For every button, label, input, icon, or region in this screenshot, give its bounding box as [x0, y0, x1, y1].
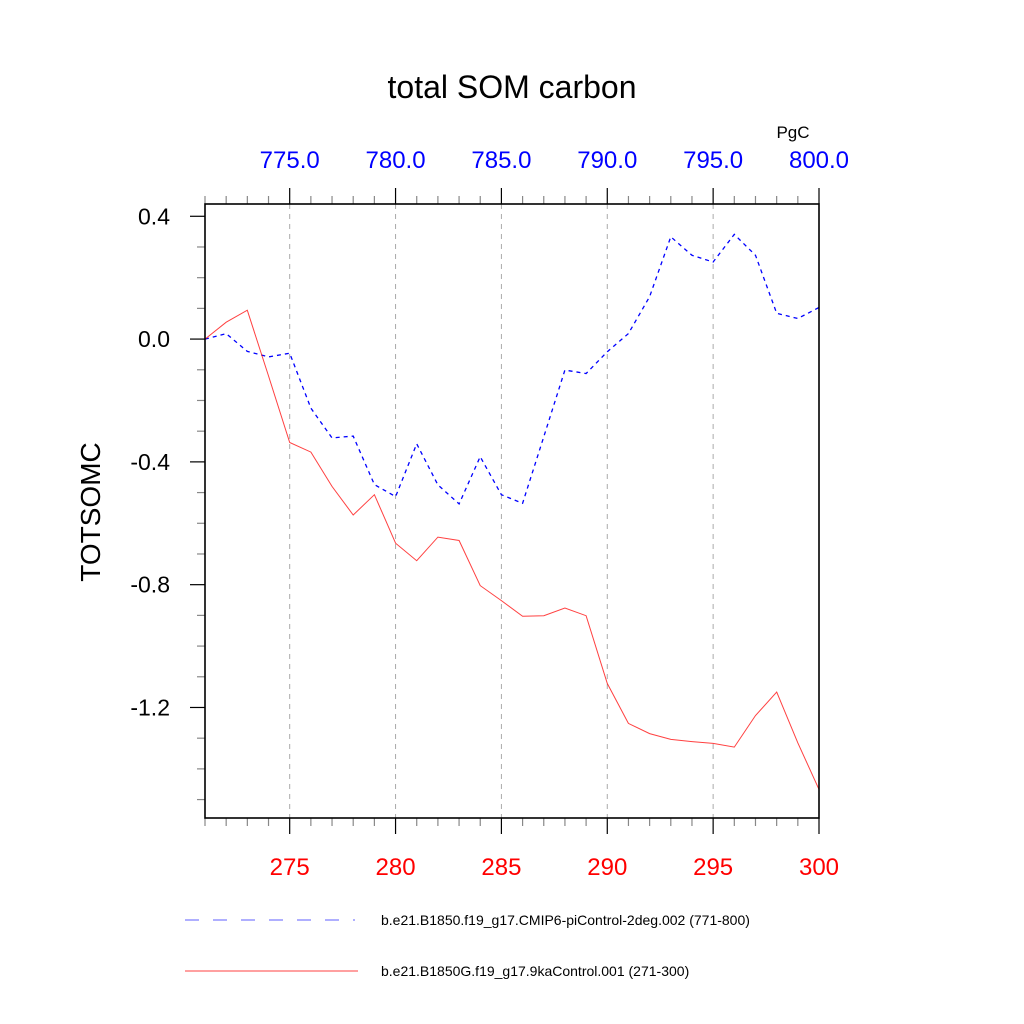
x-top-tick-label: 775.0 [260, 147, 320, 174]
x-top-tick-label: 790.0 [577, 147, 637, 174]
y-axis-label: TOTSOMC [75, 442, 106, 581]
tick-labels: 0.4 0.0 -0.4 -0.8 -1.2 275 280 285 290 295 300 775.… [130, 147, 849, 881]
x-top-tick-label: 795.0 [683, 147, 743, 174]
y-tick-label: -1.2 [130, 694, 170, 720]
x-bottom-tick-label: 275 [270, 854, 310, 881]
x-top-tick-label: 785.0 [471, 147, 531, 174]
x-bottom-tick-label: 300 [799, 854, 839, 881]
x-bottom-tick-label: 295 [693, 854, 733, 881]
chart-title: total SOM carbon [388, 69, 637, 105]
y-tick-label: 0.4 [138, 203, 170, 229]
grid-lines [289, 204, 714, 818]
y-tick-label: -0.8 [130, 572, 170, 598]
x-bottom-tick-label: 285 [481, 854, 521, 881]
y-tick-label: 0.0 [138, 326, 170, 352]
units-label: PgC [776, 123, 809, 142]
series-layer [204, 233, 820, 790]
legend-label-cmip6-picontrol: b.e21.B1850.f19_g17.CMIP6-piControl-2deg… [381, 912, 750, 928]
legend: b.e21.B1850.f19_g17.CMIP6-piControl-2deg… [185, 912, 750, 979]
y-tick-label: -0.4 [130, 449, 170, 475]
x-top-tick-label: 800.0 [789, 147, 849, 174]
legend-label-9kacontrol: b.e21.B1850G.f19_g17.9kaControl.001 (271… [381, 963, 689, 979]
series-line-cmip6-picontrol [204, 233, 820, 505]
axis-ticks [190, 188, 820, 834]
x-bottom-tick-label: 290 [587, 854, 627, 881]
plot-frame [204, 203, 820, 819]
series-line-9kacontrol [204, 309, 820, 790]
x-bottom-tick-label: 280 [376, 854, 416, 881]
x-top-tick-label: 780.0 [366, 147, 426, 174]
